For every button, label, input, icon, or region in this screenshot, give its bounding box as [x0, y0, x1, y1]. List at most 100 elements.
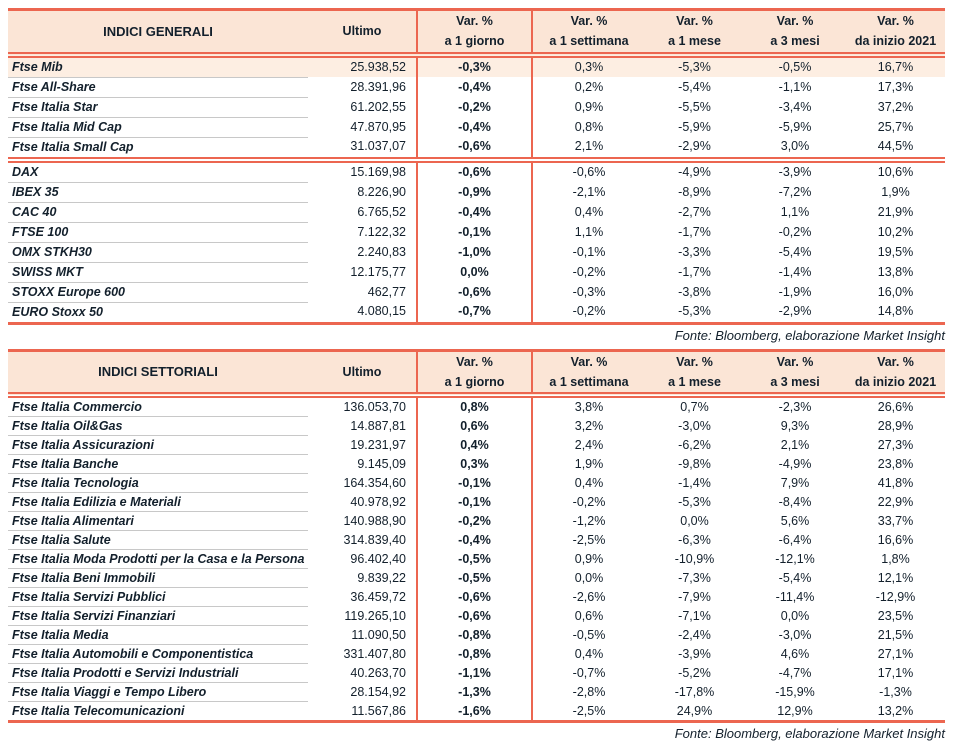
general-indices-table: INDICI GENERALI Ultimo Var. % a 1 giorno…	[8, 8, 945, 325]
last-value-cell: 9.839,22	[357, 571, 406, 585]
var-ytd-cell: 23,8%	[877, 457, 914, 471]
table-row: Ftse Italia Viaggi e Tempo Libero 28.154,…	[8, 682, 945, 702]
var-1day-cell: -0,1%	[416, 492, 533, 512]
var-1day-cell: -0,6%	[416, 606, 533, 626]
var-1month-cell: -1,7%	[678, 264, 711, 279]
var-3months-cell: 12,9%	[777, 703, 813, 718]
period-label: a 1 giorno	[444, 34, 505, 49]
var-1day-cell: -0,6%	[416, 587, 533, 607]
last-value-cell: 140.988,90	[343, 514, 406, 528]
var-ytd-cell: 16,0%	[877, 284, 914, 299]
last-value-cell: 25.938,52	[308, 54, 417, 77]
var-ytd-cell: 25,7%	[877, 119, 914, 134]
table-row: Ftse All-Share 28.391,96 -0,4% 0,2% -5,4% -1,…	[8, 77, 945, 98]
var-3months-cell: -3,0%	[778, 628, 812, 642]
last-value-cell: 15.169,98	[308, 156, 417, 182]
index-name-cell: Ftse Italia Servizi Finanziari	[8, 606, 308, 626]
var-1day-cell: -0,2%	[416, 97, 533, 117]
var-1week-cell: 1,1%	[574, 224, 604, 239]
var-1week-cell: 0,4%	[574, 647, 604, 661]
column-header-var-ytd: Var. % da inizio 2021	[846, 350, 945, 398]
var-1month-cell: -9,8%	[678, 457, 711, 471]
var-3months-cell: -5,9%	[778, 119, 812, 134]
var-1month-cell: -2,4%	[678, 628, 711, 642]
var-1month-cell: -3,8%	[678, 284, 711, 299]
last-value-cell: 40.978,92	[350, 495, 406, 509]
var-1day-cell: -0,1%	[416, 473, 533, 493]
var-ytd-cell: 21,9%	[877, 204, 914, 219]
period-label: a 1 settimana	[549, 34, 629, 49]
var-1day-cell: -0,9%	[416, 182, 533, 202]
var-3months-cell: -3,4%	[778, 99, 812, 114]
index-name-cell: Ftse Mib	[8, 54, 308, 78]
table-row: Ftse Italia Beni Immobili 9.839,22 -0,5% 0,…	[8, 568, 945, 588]
period-label: a 1 settimana	[549, 374, 629, 389]
index-name-cell: Ftse Italia Star	[8, 97, 308, 118]
index-name-cell: FTSE 100	[8, 222, 308, 243]
table-row: Ftse Italia Media 11.090,50 -0,8% -0,5% -2,4…	[8, 625, 945, 645]
table-row: IBEX 35 8.226,90 -0,9% -2,1% -8,9% -7,2% 1,9%	[8, 182, 945, 203]
var-ytd-cell: -1,3%	[879, 685, 912, 699]
last-value-cell: 119.265,10	[344, 609, 406, 623]
var-label: Var. %	[776, 14, 814, 29]
last-value-cell: 47.870,95	[350, 119, 406, 134]
var-ytd-cell: 41,8%	[877, 476, 914, 490]
var-1week-cell: 3,2%	[574, 419, 604, 433]
var-1week-cell: 1,9%	[574, 457, 604, 471]
index-name-cell: Ftse Italia Automobili e Componentistica	[8, 644, 308, 664]
var-1day-cell: -0,8%	[416, 625, 533, 645]
var-1day-cell: -0,1%	[416, 222, 533, 242]
column-header-ultimo: Ultimo	[308, 350, 417, 398]
var-1month-cell: 24,9%	[676, 703, 713, 718]
last-value-cell: 19.231,97	[350, 438, 406, 452]
table-row: Ftse Italia Tecnologia 164.354,60 -0,1% 0,4…	[8, 473, 945, 493]
var-ytd-cell: 1,9%	[881, 184, 910, 199]
var-1month-cell: -5,3%	[645, 54, 744, 77]
var-ytd-cell: 21,5%	[877, 628, 914, 642]
var-1day-cell: 0,0%	[416, 262, 533, 282]
var-ytd-cell: 12,1%	[877, 571, 914, 585]
index-name-cell: STOXX Europe 600	[8, 282, 308, 303]
var-1month-cell: 0,7%	[680, 400, 709, 415]
var-3months-cell: -0,5%	[744, 54, 846, 77]
index-name-cell: Ftse All-Share	[8, 77, 308, 98]
var-1month-cell: -8,9%	[678, 184, 711, 199]
var-ytd-cell: 10,6%	[846, 156, 945, 182]
var-1day-cell: -1,1%	[416, 663, 533, 683]
last-value-cell: 314.839,40	[343, 533, 406, 547]
var-ytd-cell: 33,7%	[877, 514, 914, 528]
var-1week-cell: 0,6%	[574, 609, 604, 623]
header-row: INDICI GENERALI Ultimo Var. % a 1 giorno…	[8, 9, 945, 58]
var-1week-cell: -2,6%	[572, 590, 606, 604]
var-1week-cell: -0,5%	[572, 628, 606, 642]
var-3months-cell: 3,0%	[780, 139, 810, 154]
index-name-cell: Ftse Italia Assicurazioni	[8, 435, 308, 455]
var-1month-cell: -5,5%	[678, 99, 711, 114]
var-3months-cell: -1,4%	[778, 264, 812, 279]
source-note-general: Fonte: Bloomberg, elaborazione Market In…	[674, 327, 945, 343]
index-name-cell: Ftse Italia Telecomunicazioni	[8, 701, 308, 722]
var-1day-cell: 0,4%	[416, 435, 533, 455]
var-ytd-cell: 26,6%	[877, 400, 914, 415]
var-3months-cell: -0,2%	[778, 224, 812, 239]
var-3months-cell: -12,1%	[775, 552, 815, 566]
last-value-cell: 14.887,81	[350, 419, 406, 433]
period-label: a 1 mese	[668, 374, 721, 389]
var-3months-cell: -11,4%	[775, 590, 815, 604]
table-row: Ftse Italia Small Cap 31.037,07 -0,6% 2,1% -…	[8, 137, 945, 160]
var-ytd-cell: 16,6%	[877, 533, 914, 547]
table-title-general: INDICI GENERALI	[8, 9, 308, 58]
var-3months-cell: 4,6%	[780, 647, 810, 661]
var-1month-cell: -17,8%	[674, 685, 715, 699]
column-header-var-1day: Var. % a 1 giorno	[416, 9, 533, 58]
last-value-cell: 136.053,70	[343, 400, 406, 415]
last-value-cell: 2.240,83	[357, 244, 406, 259]
var-1day-cell: -1,3%	[416, 682, 533, 702]
var-ytd-cell: 37,2%	[877, 99, 914, 114]
var-1month-cell: -5,3%	[678, 495, 711, 509]
var-1day-cell: -0,4%	[416, 202, 533, 222]
var-ytd-cell: 16,7%	[846, 54, 945, 77]
table-row: DAX 15.169,98 -0,6% -0,6% -4,9% -3,9% 10,6%	[8, 156, 945, 183]
var-3months-cell: 9,3%	[780, 419, 810, 433]
table-row: EURO Stoxx 50 4.080,15 -0,7% -0,2% -5,3% -2,9…	[8, 302, 945, 324]
